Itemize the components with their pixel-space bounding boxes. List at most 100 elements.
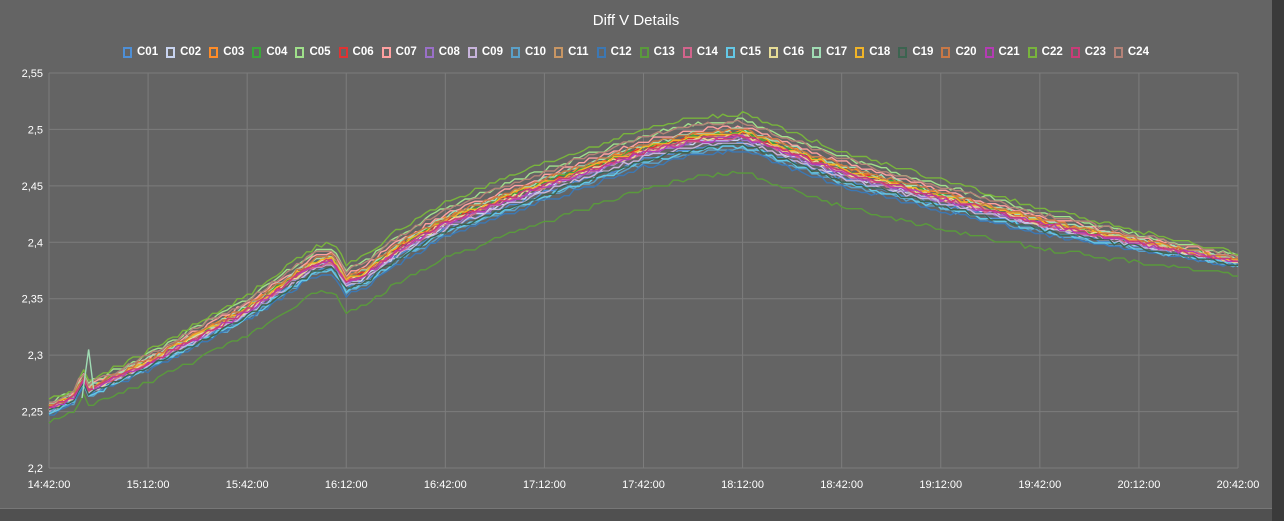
x-tick-label: 15:42:00 <box>226 479 269 491</box>
legend-label: C15 <box>739 46 761 58</box>
legend-item-c01[interactable]: C01 <box>123 46 158 58</box>
x-tick-label: 18:42:00 <box>820 479 863 491</box>
legend-label: C07 <box>395 46 417 58</box>
legend-swatch <box>424 46 434 58</box>
x-tick-label: 19:42:00 <box>1018 479 1061 491</box>
legend-label: C23 <box>1084 46 1106 58</box>
legend-label: C18 <box>869 46 891 58</box>
series-line-c24 <box>49 119 1239 404</box>
legend-swatch <box>769 46 778 58</box>
chart-legend: C01 C02 C03 C04 C05 C06 C07 C08 C09 C10 C11 C12 C13 C… <box>0 46 1272 58</box>
legend-swatch <box>596 46 606 58</box>
legend-swatch <box>166 46 176 58</box>
plot-area: 2,2 2,25 2,3 2,35 2,4 2,45 2,5 2,55 14:42:00 15:1… <box>22 68 1260 491</box>
legend-item-c22[interactable]: C22 <box>1027 46 1063 58</box>
legend-item-c16[interactable]: C16 <box>769 46 804 58</box>
legend-item-c17[interactable]: C17 <box>812 46 847 58</box>
series-line-c19 <box>48 143 1238 411</box>
legend-item-c21[interactable]: C21 <box>984 46 1020 58</box>
legend-item-c13[interactable]: C13 <box>639 46 675 58</box>
y-tick-label: 2,2 <box>28 463 43 475</box>
legend-label: C02 <box>180 46 202 58</box>
legend-swatch <box>855 46 865 58</box>
legend-label: C08 <box>438 46 460 58</box>
legend-item-c20[interactable]: C20 <box>941 46 977 58</box>
legend-item-c15[interactable]: C15 <box>725 46 761 58</box>
legend-swatch <box>295 46 305 58</box>
legend-swatch <box>1070 46 1080 58</box>
legend-label: C16 <box>783 46 805 58</box>
legend-swatch <box>381 46 391 58</box>
series-line-c12 <box>49 149 1238 416</box>
legend-item-c10[interactable]: C10 <box>510 46 547 58</box>
legend-item-c23[interactable]: C23 <box>1070 46 1106 58</box>
legend-item-c04[interactable]: C04 <box>252 46 287 58</box>
legend-swatch <box>984 46 994 58</box>
x-tick-label: 20:42:00 <box>1217 479 1260 491</box>
legend-swatch <box>682 46 692 58</box>
legend-item-c05[interactable]: C05 <box>295 46 331 58</box>
x-tick-label: 17:42:00 <box>622 479 665 491</box>
legend-item-c07[interactable]: C07 <box>381 46 417 58</box>
series-line-c13 <box>48 170 1238 424</box>
legend-swatch <box>725 46 735 58</box>
y-tick-label: 2,3 <box>28 350 43 362</box>
legend-label: C24 <box>1127 46 1149 58</box>
legend-swatch <box>812 46 822 58</box>
x-tick-label: 18:12:00 <box>721 479 764 491</box>
legend-label: C22 <box>1041 46 1063 58</box>
legend-label: C13 <box>653 46 675 58</box>
x-tick-label: 20:12:00 <box>1118 479 1161 491</box>
legend-item-c08[interactable]: C08 <box>424 46 460 58</box>
legend-swatch <box>898 46 908 58</box>
legend-label: C09 <box>481 46 503 58</box>
legend-item-c09[interactable]: C09 <box>467 46 503 58</box>
y-tick-label: 2,5 <box>28 124 43 136</box>
legend-label: C10 <box>524 46 547 58</box>
legend-item-c12[interactable]: C12 <box>596 46 632 58</box>
legend-swatch <box>209 46 219 58</box>
legend-label: C19 <box>912 46 934 58</box>
legend-item-c02[interactable]: C02 <box>166 46 201 58</box>
x-tick-label: 16:12:00 <box>325 479 368 491</box>
y-tick-label: 2,45 <box>22 181 43 193</box>
legend-item-c24[interactable]: C24 <box>1113 46 1149 58</box>
legend-swatch <box>1113 46 1123 58</box>
legend-label: C11 <box>568 46 589 58</box>
right-scroll-edge <box>1272 0 1284 521</box>
legend-item-c11[interactable]: C11 <box>554 46 589 58</box>
legend-label: C21 <box>998 46 1020 58</box>
y-tick-label: 2,35 <box>22 294 43 306</box>
bottom-edge <box>0 509 1272 521</box>
series-line-c22 <box>48 111 1238 400</box>
legend-item-c19[interactable]: C19 <box>898 46 933 58</box>
legend-swatch <box>467 46 477 58</box>
legend-swatch <box>123 46 132 58</box>
series-line-c23 <box>48 134 1238 408</box>
x-tick-label: 17:12:00 <box>523 479 566 491</box>
legend-swatch <box>510 46 520 58</box>
legend-item-c18[interactable]: C18 <box>855 46 890 58</box>
series-line-c21 <box>49 134 1238 409</box>
legend-swatch <box>554 46 564 58</box>
x-tick-label: 16:42:00 <box>424 479 467 491</box>
legend-swatch <box>639 46 649 58</box>
x-tick-label: 19:12:00 <box>919 479 962 491</box>
y-tick-label: 2,25 <box>22 407 43 419</box>
legend-item-c14[interactable]: C14 <box>682 46 718 58</box>
x-tick-label: 15:12:00 <box>127 479 170 491</box>
series-spike <box>81 349 95 399</box>
legend-label: C12 <box>610 46 632 58</box>
legend-label: C01 <box>137 46 159 58</box>
legend-item-c06[interactable]: C06 <box>338 46 374 58</box>
legend-label: C17 <box>826 46 848 58</box>
legend-label: C05 <box>309 46 331 58</box>
legend-label: C04 <box>266 46 288 58</box>
y-tick-label: 2,55 <box>22 68 43 80</box>
legend-swatch <box>941 46 951 58</box>
legend-label: C14 <box>696 46 718 58</box>
legend-swatch <box>338 46 348 58</box>
x-tick-label: 14:42:00 <box>28 479 71 491</box>
legend-item-c03[interactable]: C03 <box>209 46 244 58</box>
series-line-c07 <box>48 125 1238 406</box>
